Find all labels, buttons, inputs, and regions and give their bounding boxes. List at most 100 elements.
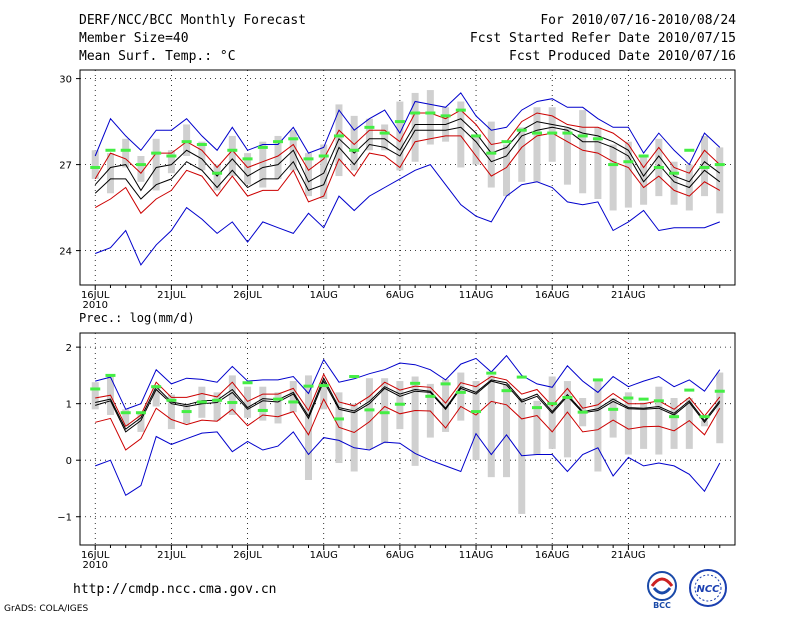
forecast-marker bbox=[257, 145, 268, 149]
series-upper-line bbox=[94, 109, 721, 180]
x-tick-label: 26JUL bbox=[233, 290, 262, 301]
spread-box bbox=[640, 402, 648, 449]
forecast-marker bbox=[501, 389, 512, 393]
bcc-logo: BCC bbox=[647, 571, 677, 610]
spread-box bbox=[381, 378, 389, 444]
forecast-marker bbox=[288, 137, 299, 141]
spread-box bbox=[716, 372, 724, 444]
series-min-line bbox=[95, 164, 720, 266]
spread-box bbox=[183, 403, 191, 424]
spread-box bbox=[518, 127, 526, 182]
forecast-marker bbox=[333, 417, 344, 421]
forecast-marker bbox=[349, 375, 360, 379]
spread-box bbox=[106, 153, 114, 194]
forecast-marker bbox=[349, 148, 360, 152]
spread-box bbox=[320, 144, 328, 199]
x-tick-label: 1AUG bbox=[310, 290, 338, 301]
spread-box bbox=[198, 141, 206, 171]
forecast-marker bbox=[303, 157, 314, 161]
spread-box bbox=[350, 115, 358, 171]
forecast-marker bbox=[455, 108, 466, 112]
temperature-panel: 24 27 30 16JUL 21JUL 26JUL 1AUG 6AUG 11AUG 16AUG 2… bbox=[59, 69, 736, 311]
forecast-marker bbox=[242, 381, 253, 385]
spread-box bbox=[594, 127, 602, 199]
forecast-marker bbox=[379, 411, 390, 415]
spread-box bbox=[122, 409, 130, 427]
forecast-marker bbox=[135, 163, 146, 167]
x-tick-label: 21JUL bbox=[157, 290, 186, 301]
series-lower-line bbox=[94, 132, 721, 215]
forecast-marker bbox=[684, 148, 695, 152]
forecast-marker bbox=[105, 373, 116, 377]
forecast-marker bbox=[699, 415, 710, 419]
y-tick-label: 0 bbox=[66, 456, 72, 467]
forecast-marker bbox=[288, 400, 299, 404]
y-tick-label: 1 bbox=[66, 400, 72, 411]
series-mean-line bbox=[95, 379, 721, 433]
series-lower-line bbox=[95, 397, 721, 451]
spread-box bbox=[609, 144, 617, 211]
spread-box bbox=[122, 138, 130, 168]
spread-box bbox=[137, 156, 145, 182]
forecast-marker bbox=[410, 111, 421, 115]
forecast-marker bbox=[623, 396, 634, 400]
grads-credit: GrADS: COLA/IGES bbox=[4, 604, 89, 614]
forecast-marker bbox=[486, 151, 497, 155]
spread-box bbox=[396, 101, 404, 171]
forecast-marker bbox=[531, 131, 542, 135]
forecast-marker bbox=[623, 160, 634, 164]
spread-box bbox=[411, 92, 419, 162]
spread-box bbox=[152, 138, 160, 191]
forecast-marker bbox=[425, 394, 436, 398]
forecast-marker bbox=[562, 131, 573, 135]
variable-label: Mean Surf. Temp.: °C bbox=[79, 49, 236, 64]
spread-box bbox=[533, 107, 541, 182]
spread-box bbox=[442, 379, 450, 432]
forecast-title: DERF/NCC/BCC Monthly Forecast bbox=[79, 13, 306, 28]
forecast-marker bbox=[90, 165, 101, 169]
forecast-marker bbox=[151, 151, 162, 155]
forecast-marker bbox=[196, 400, 207, 404]
spread-box bbox=[228, 135, 236, 177]
forecast-marker bbox=[181, 140, 192, 144]
spread-box bbox=[335, 104, 343, 177]
forecast-marker bbox=[440, 114, 451, 118]
series-min-line bbox=[95, 431, 721, 497]
series-max-line bbox=[95, 354, 721, 410]
spread-box bbox=[259, 386, 267, 421]
forecast-marker bbox=[394, 402, 405, 406]
spread-box bbox=[685, 398, 693, 449]
forecast-marker bbox=[547, 131, 558, 135]
series-max-line bbox=[94, 92, 721, 166]
spread-box bbox=[624, 392, 632, 455]
spread-box bbox=[579, 110, 587, 194]
spread-box bbox=[533, 400, 541, 455]
spread-box bbox=[259, 141, 267, 188]
produced-date: Fcst Produced Date 2010/07/16 bbox=[509, 49, 736, 64]
spread-box bbox=[244, 386, 252, 418]
forecast-marker bbox=[318, 154, 329, 158]
y-tick-label: 24 bbox=[59, 247, 72, 258]
x-tick-label: 11AUG bbox=[459, 290, 494, 301]
forecast-marker bbox=[151, 385, 162, 389]
forecast-marker bbox=[669, 415, 680, 419]
spread-box bbox=[91, 150, 99, 179]
spread-box bbox=[563, 381, 571, 458]
forecast-marker bbox=[592, 378, 603, 382]
forecast-marker bbox=[257, 408, 268, 412]
forecast-marker bbox=[120, 411, 131, 415]
forecast-marker bbox=[547, 402, 558, 406]
footer-url[interactable]: http://cmdp.ncc.cma.gov.cn bbox=[73, 582, 277, 597]
x-tick-label: 16JUL bbox=[81, 550, 110, 561]
spread-box bbox=[472, 381, 480, 461]
spread-box bbox=[289, 381, 297, 413]
spread-box bbox=[213, 164, 221, 191]
forecast-marker bbox=[638, 397, 649, 401]
forecast-marker bbox=[455, 390, 466, 394]
forecast-marker bbox=[273, 397, 284, 401]
spread-box bbox=[670, 398, 678, 449]
forecast-marker bbox=[653, 165, 664, 169]
spread-box bbox=[411, 376, 419, 466]
x-year-label: 2010 bbox=[83, 560, 108, 571]
forecast-marker bbox=[227, 401, 238, 405]
